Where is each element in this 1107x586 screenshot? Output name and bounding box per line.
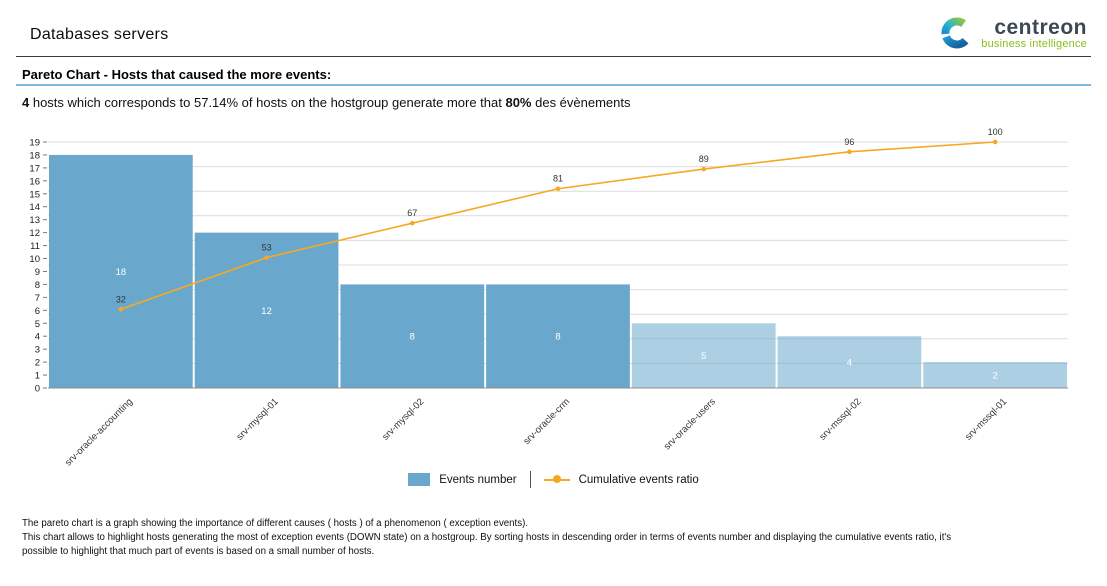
y-axis-tick-label: 1 <box>35 371 40 382</box>
chart-description: The pareto chart is a graph showing the … <box>22 517 951 559</box>
bar-value-label: 2 <box>992 371 997 382</box>
legend-line-label: Cumulative events ratio <box>578 473 699 486</box>
x-axis-category-label: srv-oracle-users <box>662 396 718 452</box>
description-line: The pareto chart is a graph showing the … <box>22 518 529 529</box>
y-axis-tick-label: 10 <box>29 254 40 265</box>
y-axis-tick-label: 0 <box>35 384 40 395</box>
line-point <box>118 306 124 312</box>
y-axis-tick-label: 12 <box>29 228 40 239</box>
x-axis-category-label: srv-mysql-01 <box>234 396 280 442</box>
bar-value-label: 5 <box>701 351 706 362</box>
bar-value-label: 8 <box>555 332 560 343</box>
line-point-label: 32 <box>116 294 126 304</box>
line-point-label: 100 <box>988 128 1003 137</box>
x-axis-category-label: srv-oracle-crm <box>521 396 572 447</box>
centreon-c-icon <box>941 17 969 49</box>
bar-value-label: 8 <box>410 332 415 343</box>
legend-bar-swatch <box>408 473 431 486</box>
line-point <box>847 149 852 155</box>
bar-srv-oracle-crm <box>486 284 630 388</box>
description-line: This chart allows to highlight hosts gen… <box>22 532 952 543</box>
line-point <box>409 220 415 226</box>
y-axis-tick-label: 2 <box>35 358 40 369</box>
logo-brand: centreon <box>994 15 1087 39</box>
y-axis-tick-label: 6 <box>35 306 40 317</box>
x-axis-category-label: srv-mssql-02 <box>817 396 863 442</box>
header-divider <box>16 56 1091 57</box>
y-axis-tick-label: 8 <box>35 280 40 291</box>
y-axis-tick-label: 18 <box>29 150 40 161</box>
y-axis-tick-label: 16 <box>29 176 40 187</box>
summary-text-1: hosts which corresponds to 57.14% of hos… <box>29 95 506 110</box>
y-axis-tick-label: 14 <box>29 202 40 213</box>
y-axis-tick-label: 9 <box>35 267 40 278</box>
legend-separator <box>529 471 531 488</box>
line-point <box>701 166 707 172</box>
y-axis-tick-label: 13 <box>29 215 40 226</box>
x-axis-category-label: srv-mssql-01 <box>963 396 1009 442</box>
line-point-label: 53 <box>262 243 272 253</box>
line-point-label: 81 <box>553 174 563 184</box>
bar-srv-mysql-02 <box>340 284 485 388</box>
x-axis-category-label: srv-oracle-accounting <box>63 396 135 468</box>
legend-line-marker-icon <box>543 475 570 484</box>
section-heading: Pareto Chart - Hosts that caused the mor… <box>22 67 332 82</box>
line-point-label: 96 <box>844 137 854 147</box>
y-axis-tick-label: 17 <box>29 163 40 174</box>
x-axis-category-label: srv-mysql-02 <box>380 396 426 442</box>
line-point <box>264 255 269 260</box>
bar-value-label: 12 <box>261 306 272 317</box>
page-title: Databases servers <box>30 26 169 43</box>
logo-tagline: business intelligence <box>981 37 1087 50</box>
summary-bold-percent: 80% <box>505 95 532 110</box>
summary-text-2: des évènements <box>531 95 631 110</box>
line-point-label: 67 <box>407 208 417 218</box>
bar-value-label: 18 <box>116 267 127 278</box>
y-axis-tick-label: 4 <box>35 332 40 343</box>
y-axis-tick-label: 11 <box>30 241 40 252</box>
line-point-label: 89 <box>699 154 709 164</box>
y-axis-tick-label: 5 <box>35 319 40 330</box>
y-axis-tick-label: 7 <box>35 293 40 304</box>
bar-srv-oracle-users <box>631 323 776 388</box>
y-axis-tick-label: 19 <box>29 138 40 149</box>
summary-sentence: 4 hosts which corresponds to 57.14% of h… <box>22 95 631 110</box>
line-point <box>992 139 998 145</box>
chart-legend: Events number Cumulative events ratio <box>0 471 1107 488</box>
bar-srv-mssql-02 <box>777 336 922 388</box>
legend-bar-label: Events number <box>439 473 517 486</box>
bar-value-label: 4 <box>847 358 852 369</box>
y-axis-tick-label: 3 <box>35 345 40 356</box>
bar-srv-mssql-01 <box>923 362 1067 388</box>
logo-text: centreon business intelligence <box>981 17 1087 50</box>
summary-bold-hosts: 4 <box>22 95 30 110</box>
centreon-logo: centreon business intelligence <box>939 15 1087 51</box>
heading-underline <box>16 84 1091 86</box>
description-line: possible to highlight that much part of … <box>22 546 375 557</box>
bar-srv-oracle-accounting <box>49 154 193 388</box>
line-point <box>555 186 561 192</box>
y-axis-tick-label: 15 <box>29 189 40 200</box>
